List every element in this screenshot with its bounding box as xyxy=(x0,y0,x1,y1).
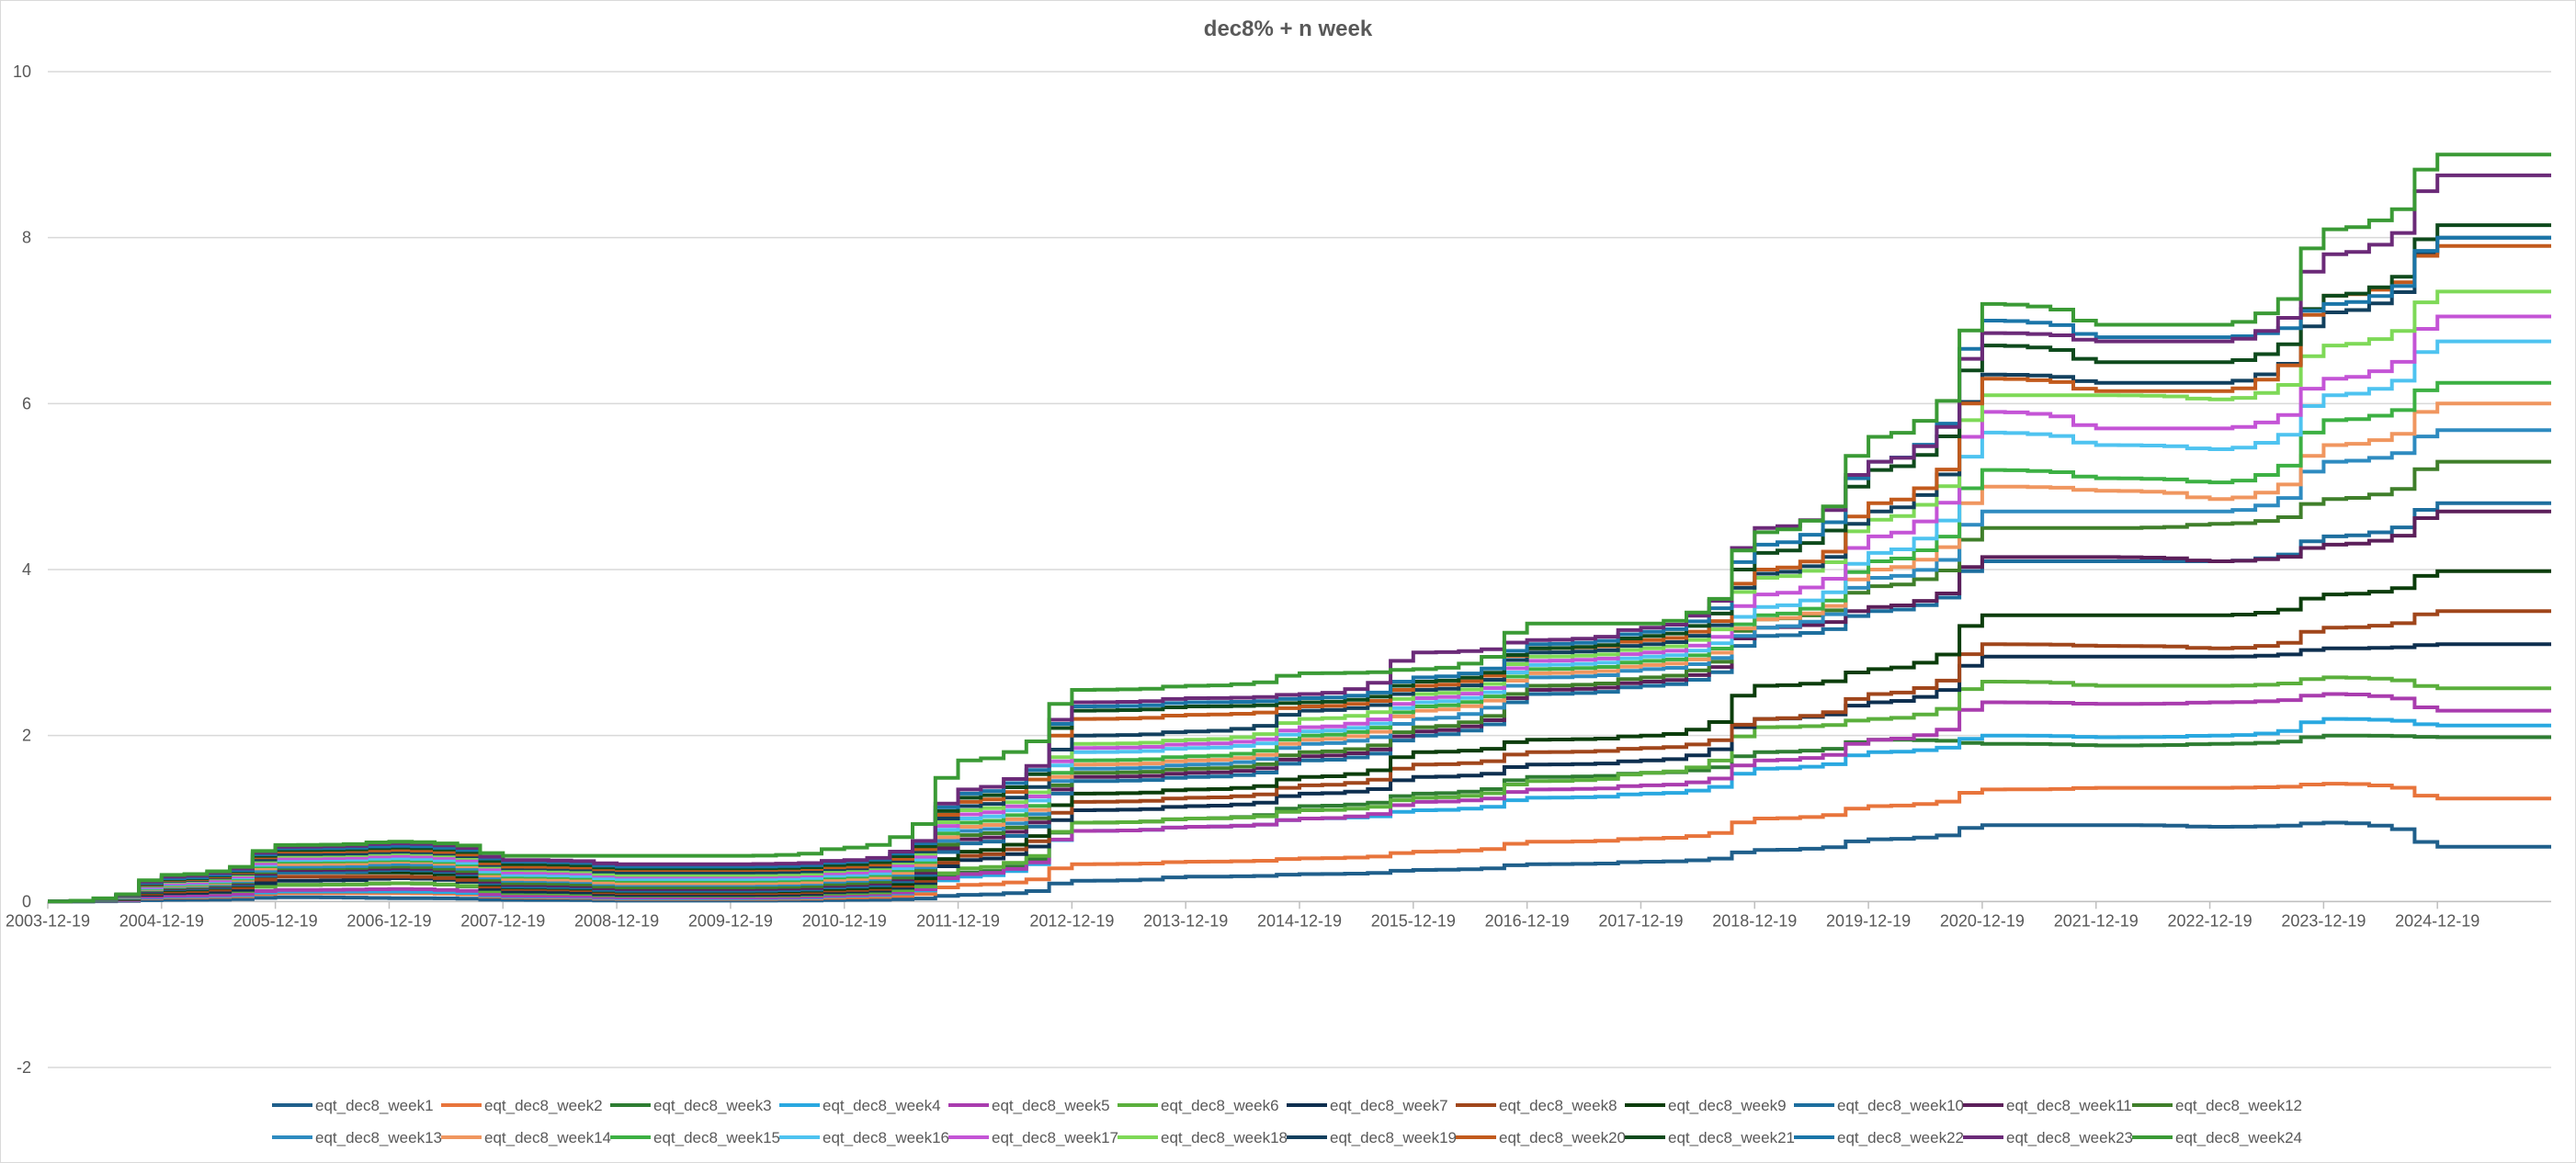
x-tick-label: 2018-12-19 xyxy=(1712,911,1797,930)
legend-label: eqt_dec8_week9 xyxy=(1668,1097,1787,1114)
series-line-eqt_dec8_week20 xyxy=(48,243,2551,904)
x-tick-label: 2005-12-19 xyxy=(233,911,318,930)
legend-label: eqt_dec8_week21 xyxy=(1668,1129,1795,1146)
legend-label: eqt_dec8_week11 xyxy=(2006,1097,2132,1114)
legend-label: eqt_dec8_week5 xyxy=(992,1097,1110,1114)
x-tick-label: 2011-12-19 xyxy=(916,911,1000,930)
y-tick-label: 10 xyxy=(13,62,31,81)
y-axis-tick-labels: -2 0 2 4 6 8 10 xyxy=(13,62,31,1077)
x-tick-label: 2021-12-19 xyxy=(2054,911,2139,930)
x-tick-label: 2014-12-19 xyxy=(1257,911,1342,930)
x-tick-label: 2004-12-19 xyxy=(119,911,204,930)
x-tick-label: 2003-12-19 xyxy=(6,911,90,930)
x-tick-label: 2022-12-19 xyxy=(2168,911,2253,930)
legend-label: eqt_dec8_week6 xyxy=(1161,1097,1279,1114)
x-tick-label: 2016-12-19 xyxy=(1485,911,1570,930)
series-line-eqt_dec8_week13 xyxy=(48,428,2551,904)
x-tick-label: 2007-12-19 xyxy=(460,911,545,930)
x-tick-label: 2006-12-19 xyxy=(346,911,431,930)
series-line-eqt_dec8_week6 xyxy=(48,675,2551,904)
x-tick-label: 2017-12-19 xyxy=(1598,911,1683,930)
legend-label: eqt_dec8_week1 xyxy=(315,1097,434,1114)
x-axis: 2003-12-19 2004-12-19 2005-12-19 2006-12-19… xyxy=(6,900,2551,930)
legend-label: eqt_dec8_week23 xyxy=(2006,1129,2133,1146)
legend-label: eqt_dec8_week7 xyxy=(1330,1097,1448,1114)
chart-title: dec8% + n week xyxy=(1203,17,1373,41)
legend-label: eqt_dec8_week20 xyxy=(1499,1129,1626,1146)
x-tick-label: 2013-12-19 xyxy=(1143,911,1228,930)
legend-label: eqt_dec8_week14 xyxy=(484,1129,611,1146)
legend-label: eqt_dec8_week16 xyxy=(823,1129,949,1146)
y-tick-label: 2 xyxy=(22,727,31,745)
x-tick-label: 2012-12-19 xyxy=(1029,911,1114,930)
legend-label: eqt_dec8_week13 xyxy=(315,1129,442,1146)
series-line-eqt_dec8_week22 xyxy=(48,235,2551,904)
y-tick-label: 8 xyxy=(22,229,31,247)
legend-label: eqt_dec8_week4 xyxy=(823,1097,941,1114)
legend-label: eqt_dec8_week8 xyxy=(1499,1097,1617,1114)
legend-label: eqt_dec8_week15 xyxy=(653,1129,780,1146)
y-tick-label: 4 xyxy=(22,560,31,579)
legend-label: eqt_dec8_week2 xyxy=(484,1097,603,1114)
x-tick-label: 2010-12-19 xyxy=(802,911,887,930)
y-tick-label: -2 xyxy=(17,1058,31,1077)
legend-label: eqt_dec8_week22 xyxy=(1837,1129,1964,1146)
series-line-eqt_dec8_week5 xyxy=(48,692,2551,904)
legend-label: eqt_dec8_week19 xyxy=(1330,1129,1457,1146)
series-line-eqt_dec8_week24 xyxy=(48,152,2551,904)
series-line-eqt_dec8_week23 xyxy=(48,173,2551,904)
series-line-eqt_dec8_week15 xyxy=(48,380,2551,904)
y-tick-label: 6 xyxy=(22,394,31,412)
y-tick-label: 0 xyxy=(22,892,31,910)
legend-label: eqt_dec8_week17 xyxy=(992,1129,1118,1146)
legend: eqt_dec8_week1 eqt_dec8_week2 eqt_dec8_wee… xyxy=(272,1097,2302,1146)
series-line-eqt_dec8_week12 xyxy=(48,459,2551,904)
series-lines xyxy=(48,152,2551,904)
x-tick-label: 2024-12-19 xyxy=(2395,911,2480,930)
legend-label: eqt_dec8_week10 xyxy=(1837,1097,1964,1114)
legend-label: eqt_dec8_week24 xyxy=(2175,1129,2302,1146)
legend-label: eqt_dec8_week18 xyxy=(1161,1129,1288,1146)
x-tick-label: 2009-12-19 xyxy=(688,911,773,930)
x-tick-label: 2008-12-19 xyxy=(574,911,659,930)
x-tick-label: 2015-12-19 xyxy=(1371,911,1456,930)
legend-label: eqt_dec8_week12 xyxy=(2175,1097,2302,1114)
x-tick-label: 2020-12-19 xyxy=(1940,911,2025,930)
x-tick-label: 2019-12-19 xyxy=(1826,911,1911,930)
legend-label: eqt_dec8_week3 xyxy=(653,1097,772,1114)
series-line-eqt_dec8_week1 xyxy=(48,820,2551,904)
x-tick-label: 2023-12-19 xyxy=(2281,911,2366,930)
series-line-eqt_dec8_week21 xyxy=(48,223,2551,904)
